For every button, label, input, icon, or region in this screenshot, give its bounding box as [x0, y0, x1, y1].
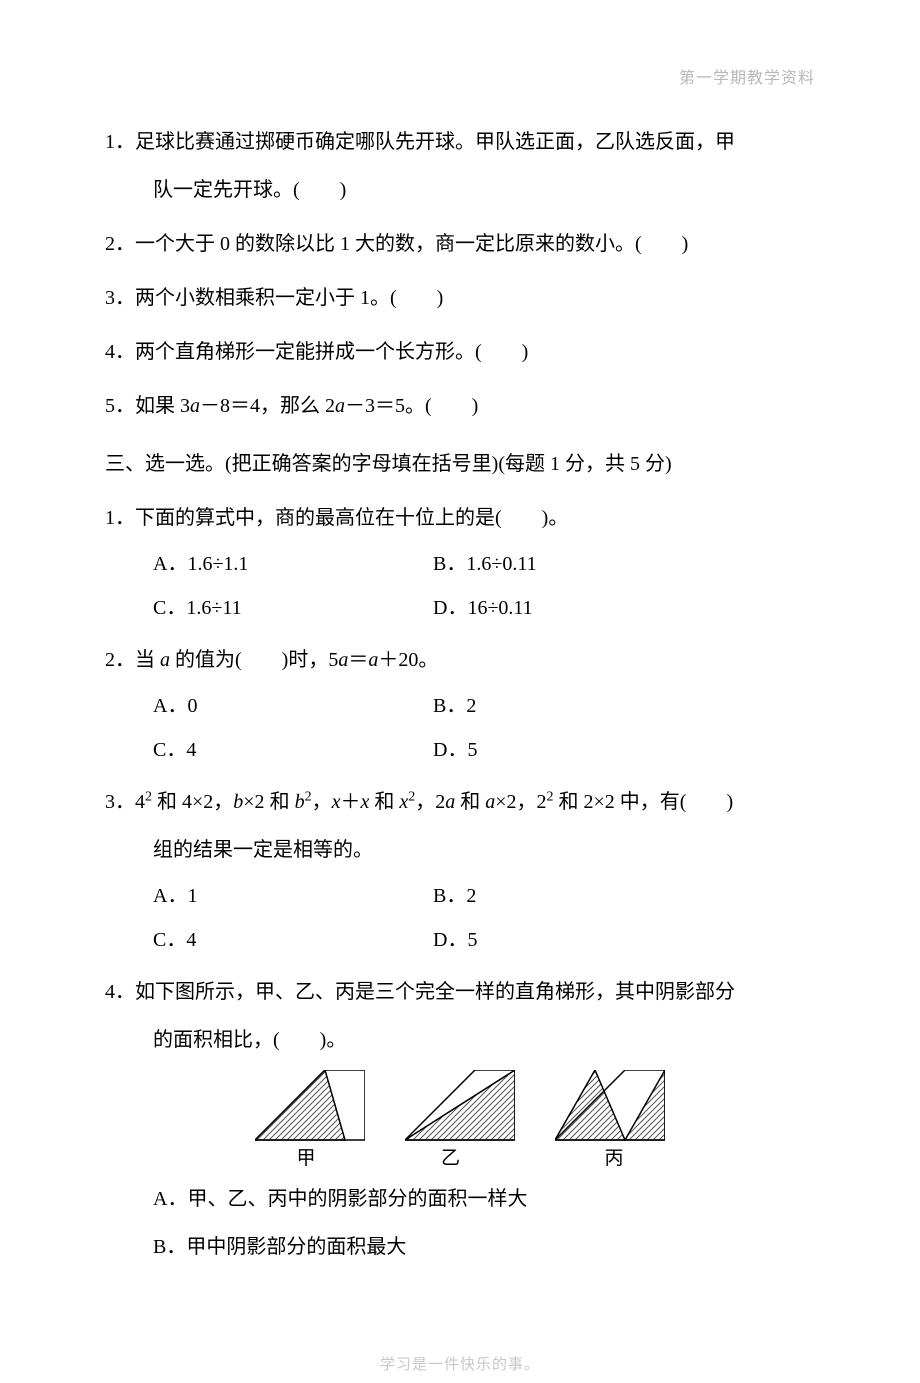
q3-2a-num: 2 — [435, 791, 445, 813]
choice-q2: 2．当 a 的值为( )时，5a＝a＋20。 A．0 B．2 C．4 D．5 — [105, 636, 815, 772]
choice-q2-A: A．0 — [153, 684, 433, 728]
page-footer: 学习是一件快乐的事。 — [0, 1347, 920, 1383]
judge-q2: 2．一个大于 0 的数除以比 1 大的数，商一定比原来的数小。( ) — [105, 220, 815, 268]
fig-label-jia: 甲 — [296, 1144, 315, 1174]
choice-q2-D: D．5 — [433, 728, 713, 772]
var-a: a — [160, 649, 170, 671]
choice-q4-line2: 的面积相比，( )。 — [105, 1016, 815, 1064]
choice-q1-B: B．1.6÷0.11 — [433, 542, 713, 586]
trapezoid-bing-icon — [555, 1070, 665, 1142]
judge-q1-line2: 队一定先开球。( ) — [105, 166, 815, 214]
choice-q3-D: D．5 — [433, 918, 713, 962]
q2-eq: ＝ — [348, 649, 368, 671]
q3-and3: 和 — [369, 791, 399, 813]
q2-end: ＋20。 — [378, 649, 438, 671]
judge-q5-mid1: －8＝4，那么 2 — [200, 395, 335, 417]
q3-mid: 中，有( ) — [615, 791, 733, 813]
fig-label-bing: 丙 — [605, 1144, 624, 1174]
choice-q3-stem: 3．42 和 4×2，b×2 和 b2，x＋x 和 x2，2a 和 a×2，22… — [105, 778, 815, 826]
choice-q1-D: D．16÷0.11 — [433, 586, 713, 630]
q3-plus: ＋ — [340, 791, 360, 813]
choice-q3: 3．42 和 4×2，b×2 和 b2，x＋x 和 x2，2a 和 a×2，22… — [105, 778, 815, 962]
choice-q1-C: C．1.6÷11 — [153, 586, 433, 630]
var-x: x — [399, 791, 408, 813]
judge-q3: 3．两个小数相乘积一定小于 1。( ) — [105, 274, 815, 322]
trapezoid-jia-icon — [255, 1070, 365, 1142]
judge-q5-pre: 5．如果 3 — [105, 395, 190, 417]
var-x: x — [360, 791, 369, 813]
q3-2sq: 2 — [537, 791, 547, 813]
q3-and4: 和 — [455, 791, 485, 813]
q3-and2: 和 — [265, 791, 295, 813]
var-b: b — [295, 791, 305, 813]
q3-4x2: 4×2 — [182, 791, 213, 813]
choice-q4-B: B．甲中阴影部分的面积最大 — [153, 1223, 815, 1271]
q3-2x2: 2×2 — [584, 791, 615, 813]
judge-q1-line1: 1．足球比赛通过掷硬币确定哪队先开球。甲队选正面，乙队选反面，甲 — [105, 118, 815, 166]
var-a: a — [368, 649, 378, 671]
choice-q3-line2: 组的结果一定是相等的。 — [105, 826, 815, 874]
fig-label-yi: 乙 — [441, 1144, 460, 1174]
choice-q2-stem: 2．当 a 的值为( )时，5a＝a＋20。 — [105, 636, 815, 684]
choice-q2-B: B．2 — [433, 684, 713, 728]
choice-q1-A: A．1.6÷1.1 — [153, 542, 433, 586]
q3-c1: ， — [213, 791, 233, 813]
judge-q5-mid2: －3＝5。( ) — [345, 395, 478, 417]
q3-bx2: ×2 — [243, 791, 264, 813]
page-header: 第一学期教学资料 — [105, 60, 815, 98]
var-a: a — [190, 395, 200, 417]
var-a: a — [445, 791, 455, 813]
q3-pre: 3．4 — [105, 791, 145, 813]
choice-q3-C: C．4 — [153, 918, 433, 962]
choice-q1: 1．下面的算式中，商的最高位在十位上的是( )。 A．1.6÷1.1 B．1.6… — [105, 494, 815, 630]
trapezoid-yi-icon — [405, 1070, 515, 1142]
q3-c3: ， — [415, 791, 435, 813]
choice-q1-stem: 1．下面的算式中，商的最高位在十位上的是( )。 — [105, 494, 815, 542]
q3-and1: 和 — [152, 791, 182, 813]
choice-q2-C: C．4 — [153, 728, 433, 772]
choice-q3-B: B．2 — [433, 874, 713, 918]
figure-set — [105, 1070, 815, 1142]
var-a: a — [485, 791, 495, 813]
choice-q4-line1: 4．如下图所示，甲、乙、丙是三个完全一样的直角梯形，其中阴影部分 — [105, 968, 815, 1016]
choice-q4: 4．如下图所示，甲、乙、丙是三个完全一样的直角梯形，其中阴影部分 的面积相比，(… — [105, 968, 815, 1270]
figure-labels: 甲 乙 丙 — [105, 1144, 815, 1174]
choice-q3-A: A．1 — [153, 874, 433, 918]
judge-q5: 5．如果 3a－8＝4，那么 2a－3＝5。( ) — [105, 382, 815, 430]
judge-q1: 1．足球比赛通过掷硬币确定哪队先开球。甲队选正面，乙队选反面，甲 队一定先开球。… — [105, 118, 815, 214]
q3-and5: 和 — [554, 791, 584, 813]
q2-pre: 2．当 — [105, 649, 160, 671]
var-a: a — [338, 649, 348, 671]
section3-title: 三、选一选。(把正确答案的字母填在括号里)(每题 1 分，共 5 分) — [105, 440, 815, 488]
q2-mid: 的值为( )时，5 — [170, 649, 338, 671]
var-b: b — [233, 791, 243, 813]
var-a: a — [335, 395, 345, 417]
q3-c4: ， — [517, 791, 537, 813]
choice-q4-A: A．甲、乙、丙中的阴影部分的面积一样大 — [153, 1175, 815, 1223]
gap-icon — [520, 1070, 550, 1142]
judge-q4: 4．两个直角梯形一定能拼成一个长方形。( ) — [105, 328, 815, 376]
gap-icon — [370, 1070, 400, 1142]
q3-ax2: ×2 — [495, 791, 516, 813]
q3-c2: ， — [312, 791, 332, 813]
